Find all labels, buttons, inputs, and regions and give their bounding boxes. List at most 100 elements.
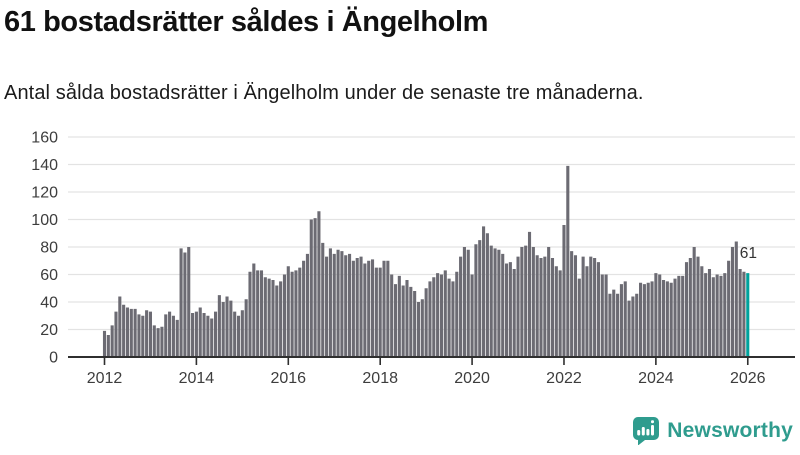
bar (217, 295, 221, 358)
bar (688, 258, 692, 357)
bar (581, 256, 585, 358)
bar (723, 273, 727, 358)
bar (562, 225, 566, 357)
bar (612, 289, 616, 358)
bar (466, 249, 470, 357)
bar (619, 284, 623, 358)
bar (187, 247, 191, 357)
bar (393, 284, 398, 358)
bar (669, 282, 673, 357)
bar (294, 270, 298, 358)
bar (340, 251, 344, 358)
bar (439, 274, 443, 357)
chart-subtitle: Antal sålda bostadsrätter i Ängelholm un… (4, 82, 644, 104)
bar (589, 256, 593, 358)
bar (742, 271, 746, 357)
y-tick-label: 120 (31, 185, 58, 202)
bar (485, 233, 489, 357)
bar (497, 249, 501, 357)
bar (547, 247, 551, 357)
bar (665, 281, 669, 358)
bar (118, 296, 122, 357)
bar (141, 315, 145, 357)
bar (424, 288, 428, 357)
newsworthy-logo-icon (633, 417, 660, 445)
bar (374, 267, 378, 358)
bar (336, 249, 340, 357)
bar (194, 311, 198, 358)
bar (451, 281, 455, 358)
bar (627, 300, 631, 358)
bar (348, 253, 352, 358)
bar (191, 313, 195, 357)
bar (125, 307, 130, 357)
bar (635, 293, 639, 357)
bar (696, 256, 700, 358)
bar (409, 286, 413, 358)
bar (600, 274, 604, 357)
bar (164, 314, 168, 358)
bar (539, 258, 543, 357)
bar (221, 302, 225, 357)
bar (263, 277, 267, 357)
bar (474, 244, 478, 357)
bar (692, 247, 696, 357)
bar (110, 325, 114, 358)
bar (608, 293, 612, 357)
bar (478, 240, 482, 358)
bar (681, 275, 685, 358)
bar (616, 293, 620, 357)
x-tick-label: 2012 (87, 370, 123, 387)
bar (684, 262, 689, 358)
bar (570, 251, 574, 358)
bar (550, 258, 555, 357)
bar (106, 335, 110, 357)
bar (183, 252, 187, 357)
bar (233, 311, 237, 358)
bar (198, 307, 202, 357)
bar (727, 260, 731, 357)
bar (420, 299, 424, 357)
x-tick-label: 2016 (270, 370, 306, 387)
bar (171, 315, 175, 357)
bar (639, 282, 643, 357)
bar (531, 247, 535, 357)
y-tick-label: 60 (40, 267, 58, 284)
bar (317, 211, 321, 357)
bar (175, 319, 179, 358)
bar (102, 330, 107, 358)
bar (646, 282, 650, 357)
bar (631, 296, 635, 357)
bar (363, 263, 367, 357)
bar (673, 278, 677, 358)
bar (229, 300, 233, 358)
brand-footer: Newsworthy (632, 416, 793, 445)
bar (455, 271, 459, 357)
brand-name: Newsworthy (667, 418, 793, 442)
bar (279, 281, 283, 358)
y-tick-label: 160 (31, 130, 58, 147)
bar (359, 256, 363, 358)
y-tick-label: 100 (31, 212, 58, 229)
bar (558, 270, 562, 358)
bar (355, 258, 359, 357)
bar (244, 299, 248, 357)
x-tick-label: 2018 (362, 370, 398, 387)
bar (413, 291, 417, 357)
bar (370, 259, 375, 358)
bar (715, 274, 719, 357)
x-tick-label: 2026 (730, 370, 766, 387)
bar (489, 245, 493, 358)
bar (378, 267, 382, 358)
highlight-bar (746, 273, 750, 358)
bar (302, 260, 306, 357)
bar (512, 269, 516, 357)
x-tick-label: 2024 (638, 370, 674, 387)
bar (508, 262, 512, 358)
bar (321, 242, 325, 358)
bar (225, 296, 229, 357)
bar (658, 274, 662, 357)
bar (309, 219, 313, 357)
